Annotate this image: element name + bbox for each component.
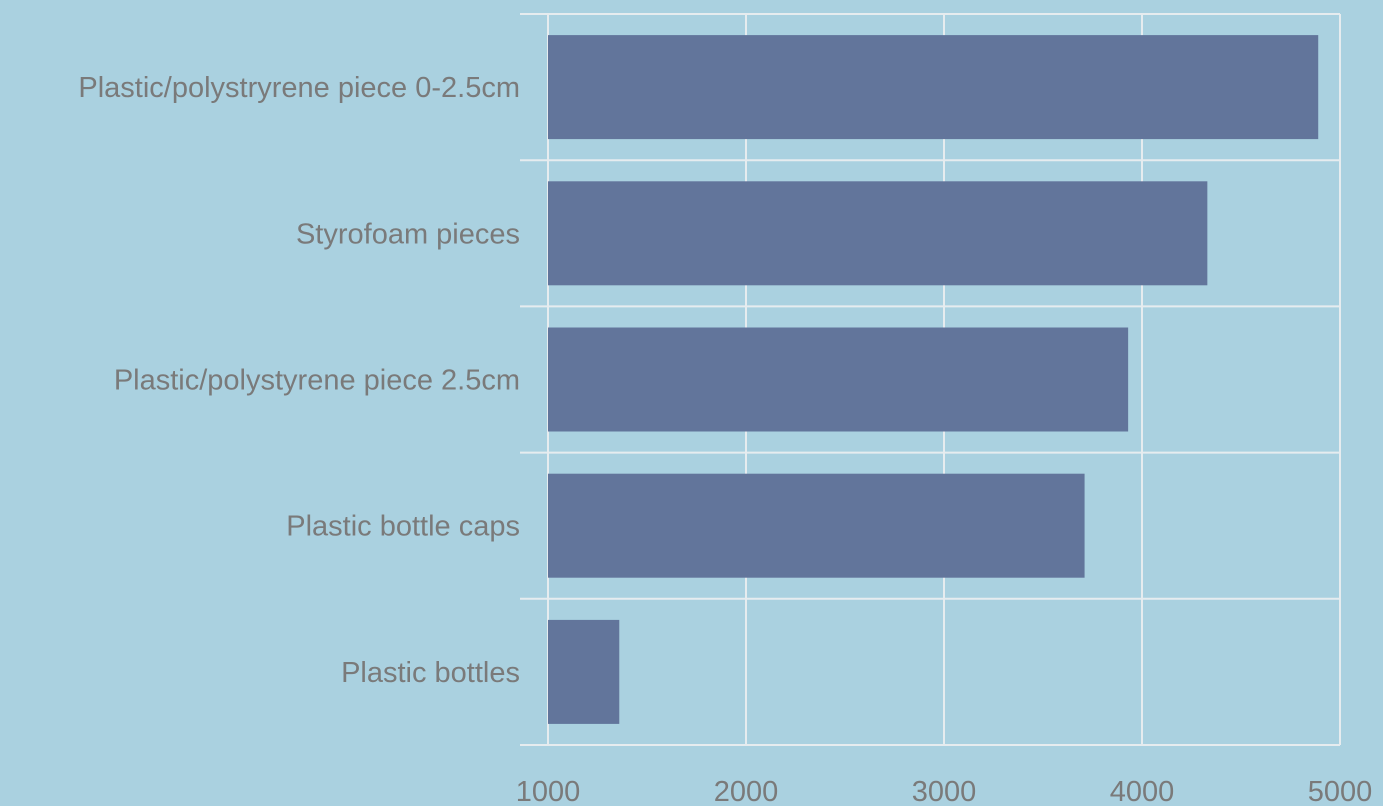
- category-label: Plastic/polystyrene piece 2.5cm: [114, 365, 520, 397]
- bar[interactable]: [548, 35, 1319, 140]
- category-label: Plastic bottles: [341, 657, 520, 689]
- x-tick-label: 5000: [1308, 776, 1373, 806]
- x-tick-label: 1000: [516, 776, 581, 806]
- category-label: Plastic bottle caps: [286, 511, 520, 543]
- bar[interactable]: [548, 473, 1085, 578]
- category-labels: Plastic/polystryrene piece 0-2.5cm Styrof…: [78, 72, 520, 689]
- category-label: Styrofoam pieces: [296, 218, 520, 250]
- bar[interactable]: [548, 327, 1129, 432]
- category-label: Plastic/polystryrene piece 0-2.5cm: [78, 72, 520, 104]
- x-tick-label: 2000: [714, 776, 779, 806]
- bar[interactable]: [548, 619, 620, 724]
- x-tick-label: 4000: [1110, 776, 1175, 806]
- x-tick-label: 3000: [912, 776, 977, 806]
- bars: [548, 35, 1319, 724]
- x-tick-labels: 1000 2000 3000 4000 5000: [516, 776, 1373, 806]
- bar[interactable]: [548, 181, 1208, 286]
